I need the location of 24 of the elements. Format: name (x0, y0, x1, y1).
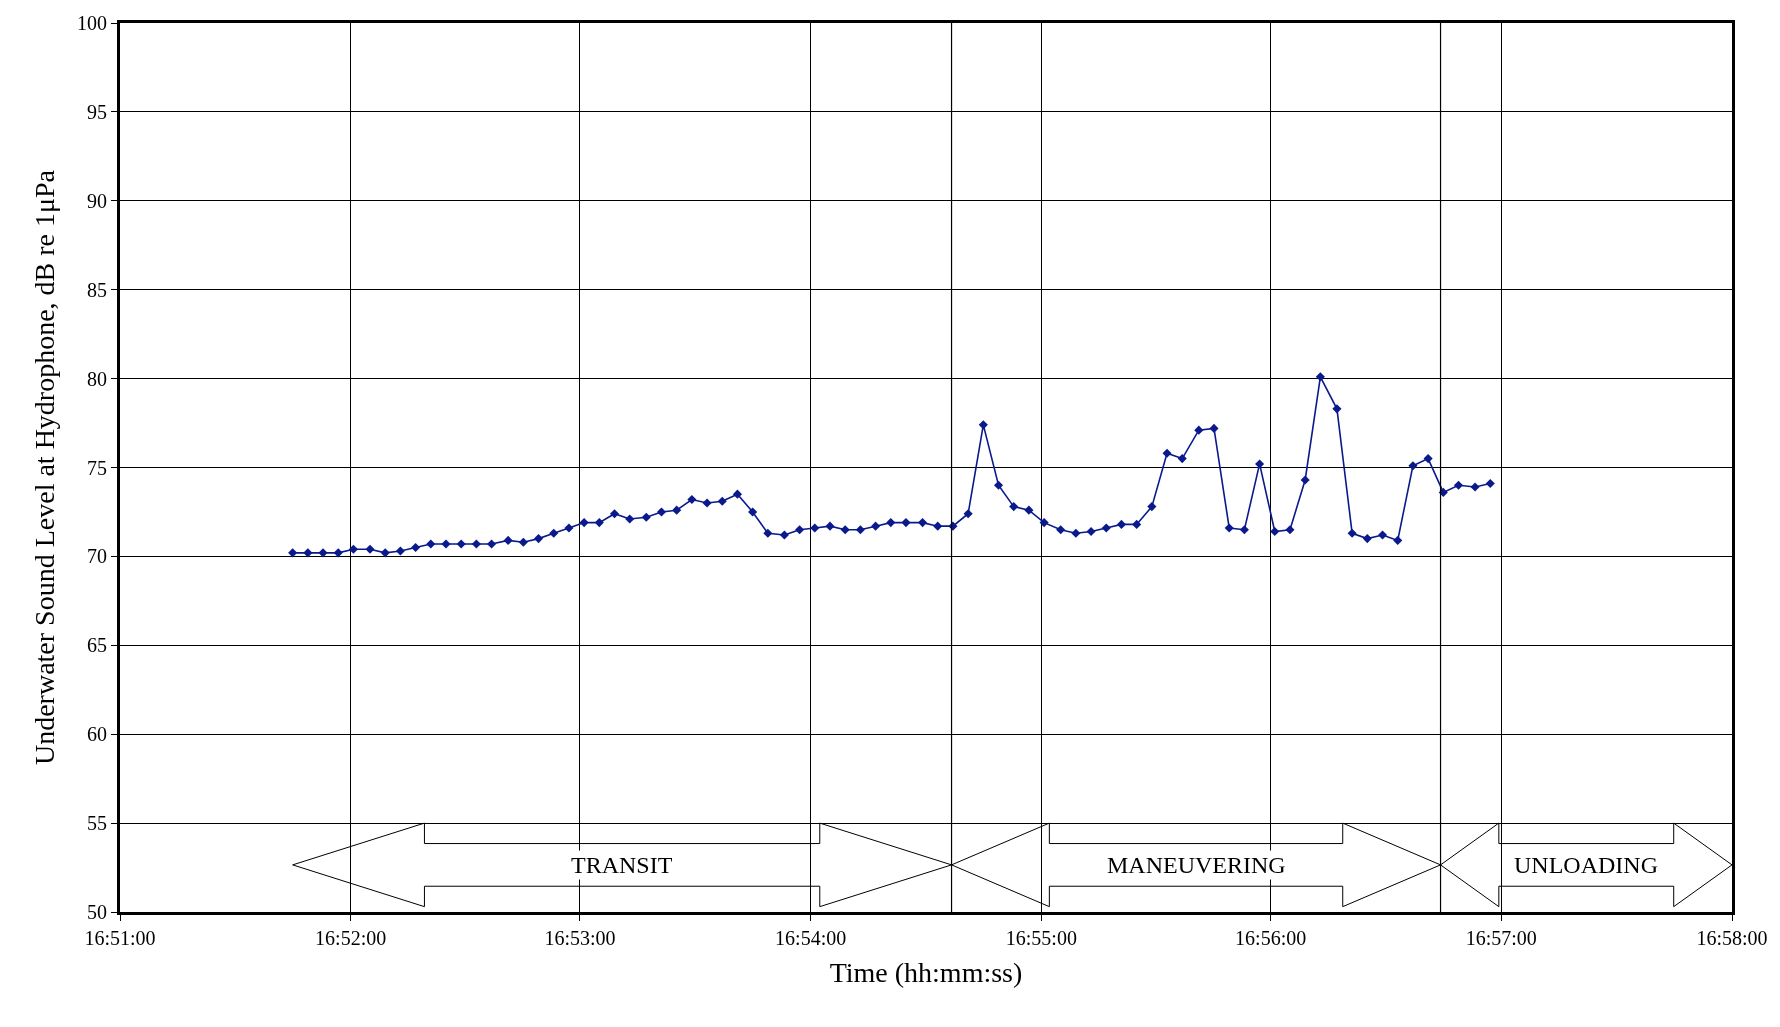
x-tick-label: 16:53:00 (544, 927, 616, 949)
y-tick-label: 70 (87, 545, 107, 568)
annotation: UNLOADING (1514, 852, 1658, 878)
y-tick-label: 50 (87, 901, 107, 923)
x-tick-label: 16:57:00 (1465, 927, 1537, 949)
x-tick-label: 16:54:00 (775, 927, 847, 949)
y-tick-label: 100 (77, 12, 107, 34)
y-tick-label: 55 (87, 812, 107, 835)
x-tick-label: 16:55:00 (1005, 927, 1077, 949)
y-tick-label: 80 (87, 367, 107, 390)
y-tick-label: 60 (87, 723, 107, 746)
y-tick-label: 85 (87, 278, 107, 301)
annotation: MANEUVERING (1107, 852, 1286, 878)
x-tick-label: 16:52:00 (315, 927, 387, 949)
y-tick-label: 75 (87, 456, 107, 479)
y-tick-label: 90 (87, 189, 107, 212)
x-tick-label: 16:58:00 (1696, 927, 1768, 949)
x-tick-label: 16:56:00 (1235, 927, 1307, 949)
x-tick-label: 16:51:00 (84, 927, 156, 949)
x-axis-title: Time (hh:mm:ss) (829, 957, 1023, 989)
y-axis-title: Underwater Sound Level at Hydrophone, dB re 1μPa (28, 169, 60, 766)
y-tick-label: 65 (87, 634, 107, 657)
y-tick-label: 95 (87, 100, 107, 123)
annotation: TRANSIT (571, 852, 673, 878)
